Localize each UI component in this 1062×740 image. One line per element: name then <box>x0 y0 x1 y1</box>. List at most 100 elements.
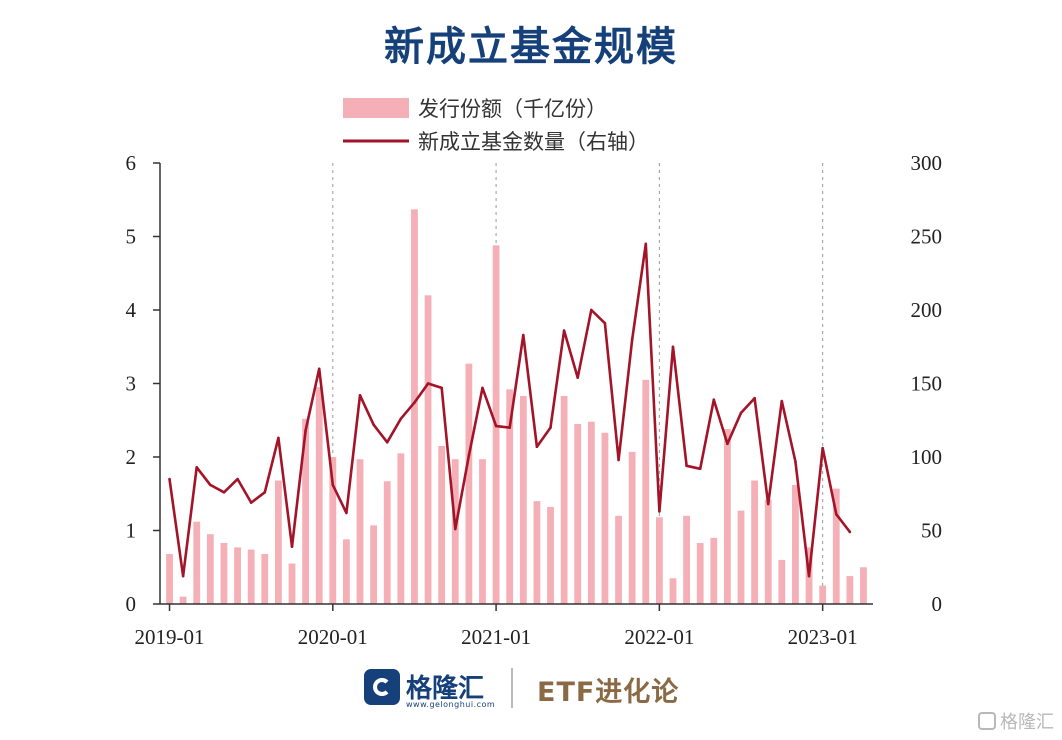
fund-count-point-2022-10 <box>780 399 784 403</box>
footer-divider <box>511 668 513 708</box>
fund-count-point-2022-12 <box>807 574 811 578</box>
fund-count-point-2020-07 <box>413 401 416 404</box>
bar-2023-03 <box>846 576 854 604</box>
bar-2019-02 <box>179 596 187 604</box>
fund-count-point-2022-07 <box>739 411 743 415</box>
chart-title: 新成立基金规模 <box>384 24 678 70</box>
bar-2021-09 <box>601 432 609 604</box>
right-tick-label: 100 <box>911 445 943 469</box>
legend-line-label: 新成立基金数量（右轴） <box>418 130 649 154</box>
x-tick-label: 2020-01 <box>298 625 368 649</box>
tick-labels: 0 1 2 3 4 5 6 0 50 100 150 200 250 300 2019-01 2020-01 2… <box>126 151 943 649</box>
left-tick-label: 4 <box>126 298 137 322</box>
fund-count-point-2021-11 <box>630 338 634 341</box>
bar-2021-07 <box>574 423 582 604</box>
bar-2019-09 <box>274 480 282 604</box>
bar-2019-06 <box>234 547 241 604</box>
watermark: 格隆汇 <box>978 708 1054 734</box>
bar-2023-01 <box>819 585 827 604</box>
bar-2022-08 <box>751 480 759 604</box>
fund-count-point-2019-08 <box>263 490 267 494</box>
fund-count-point-2021-05 <box>549 426 552 429</box>
fund-count-point-2019-02 <box>181 574 185 578</box>
fund-count-point-2019-03 <box>195 465 199 469</box>
watermark-text: 格隆汇 <box>1000 712 1054 733</box>
axes <box>153 162 873 611</box>
bar-2021-11 <box>628 451 636 604</box>
fund-count-point-2020-12 <box>481 386 484 390</box>
brand-name: 格隆汇 <box>406 674 485 704</box>
fund-count-point-2021-04 <box>535 445 539 449</box>
bar-2023-04 <box>860 567 867 604</box>
fund-count-point-2019-06 <box>236 477 239 481</box>
bar-2020-03 <box>356 459 364 604</box>
bar-2019-12 <box>315 387 323 604</box>
fund-count-point-2021-10 <box>617 458 620 462</box>
bar-2022-01 <box>655 517 663 604</box>
left-tick-label: 0 <box>126 592 137 616</box>
left-tick-label: 3 <box>126 372 137 396</box>
fund-count-point-2022-06 <box>726 442 729 446</box>
bar-2020-07 <box>411 209 418 604</box>
x-tick-label: 2021-01 <box>461 625 531 649</box>
fund-count-point-2020-11 <box>467 454 471 457</box>
bar-2020-11 <box>465 363 473 604</box>
bar-2022-02 <box>669 578 677 604</box>
bar-2022-09 <box>764 499 772 604</box>
legend-bar-label: 发行份额（千亿份） <box>418 97 607 121</box>
right-tick-label: 300 <box>911 151 943 175</box>
watermark-logo-icon <box>978 712 996 730</box>
bar-2021-10 <box>615 515 622 604</box>
bar-2020-06 <box>397 453 405 604</box>
x-tick-label: 2022-01 <box>624 625 694 649</box>
fund-count-point-2020-09 <box>440 386 443 390</box>
bar-2020-09 <box>438 445 446 604</box>
fund-count-point-2022-01 <box>658 510 661 513</box>
fund-count-point-2020-08 <box>426 382 430 385</box>
series-label: ETF进化论 <box>537 677 680 708</box>
x-tick-label: 2023-01 <box>788 625 858 649</box>
bar-2022-10 <box>778 559 786 604</box>
gelonghui-logo-icon <box>364 669 400 705</box>
fund-count-point-2019-09 <box>277 436 280 440</box>
right-tick-label: 0 <box>932 592 943 616</box>
bar-2022-03 <box>683 515 690 604</box>
bar-2020-08 <box>424 295 432 604</box>
bar-2019-05 <box>220 542 228 604</box>
fund-count-point-2021-03 <box>522 333 525 337</box>
bar-2022-07 <box>737 510 745 604</box>
fund-count-point-2020-06 <box>399 417 403 421</box>
fund-count-point-2020-03 <box>358 393 362 397</box>
right-tick-label: 150 <box>911 372 943 396</box>
left-tick-label: 5 <box>126 225 137 249</box>
fund-count-point-2019-07 <box>249 501 253 504</box>
fund-count-point-2019-12 <box>317 367 321 371</box>
brand-url: www.gelonghui.com <box>406 700 496 709</box>
bar-2021-06 <box>560 395 568 604</box>
bar-2019-07 <box>247 549 255 604</box>
left-tick-label: 1 <box>126 519 137 543</box>
fund-count-point-2020-02 <box>345 511 348 515</box>
bar-2021-12 <box>642 379 650 604</box>
bar-2020-01 <box>329 457 337 604</box>
fund-count-point-2020-05 <box>385 441 389 444</box>
bar-2019-08 <box>261 554 269 604</box>
fund-count-point-2023-02 <box>834 513 838 516</box>
fund-count-point-2021-12 <box>644 242 648 246</box>
bar-2019-01 <box>166 554 173 604</box>
fund-count-point-2019-05 <box>222 490 226 494</box>
left-tick-label: 2 <box>126 445 137 469</box>
bar-2020-04 <box>370 525 378 604</box>
fund-count-point-2021-06 <box>562 329 566 332</box>
legend: 发行份额（千亿份） 新成立基金数量（右轴） <box>343 97 649 154</box>
bar-2020-12 <box>479 459 486 604</box>
bar-2019-03 <box>193 521 201 604</box>
fund-count-point-2022-03 <box>685 464 688 468</box>
fund-count-point-2019-01 <box>168 477 171 481</box>
bar-2022-11 <box>792 484 799 604</box>
bar-2021-02 <box>506 389 514 604</box>
fund-count-point-2021-08 <box>590 308 593 312</box>
fund-count-point-2020-10 <box>453 527 457 531</box>
bar-2020-05 <box>383 481 391 604</box>
